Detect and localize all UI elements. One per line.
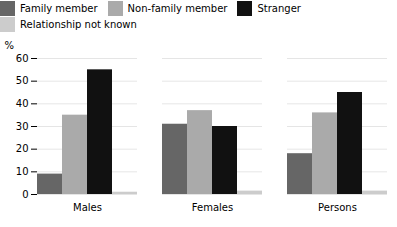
svg-text:10: 10 (16, 166, 29, 177)
svg-text:Males: Males (73, 202, 102, 213)
html-text:Relationship not known: Relationship not known (20, 19, 137, 31)
svg-text:0: 0 (22, 189, 28, 200)
html-text:Stranger: Stranger (257, 2, 301, 14)
svg-text:30: 30 (16, 121, 29, 132)
svg-text:20: 20 (16, 143, 29, 154)
svg-text:%: % (5, 40, 15, 51)
svg-text:Persons: Persons (318, 202, 357, 213)
html-text:Non-family member: Non-family member (127, 2, 228, 14)
html-text:Family member: Family member (20, 2, 98, 14)
svg-text:40: 40 (16, 98, 29, 109)
svg-text:Females: Females (192, 202, 233, 213)
svg-text:60: 60 (16, 53, 29, 64)
svg-text:50: 50 (16, 75, 29, 86)
